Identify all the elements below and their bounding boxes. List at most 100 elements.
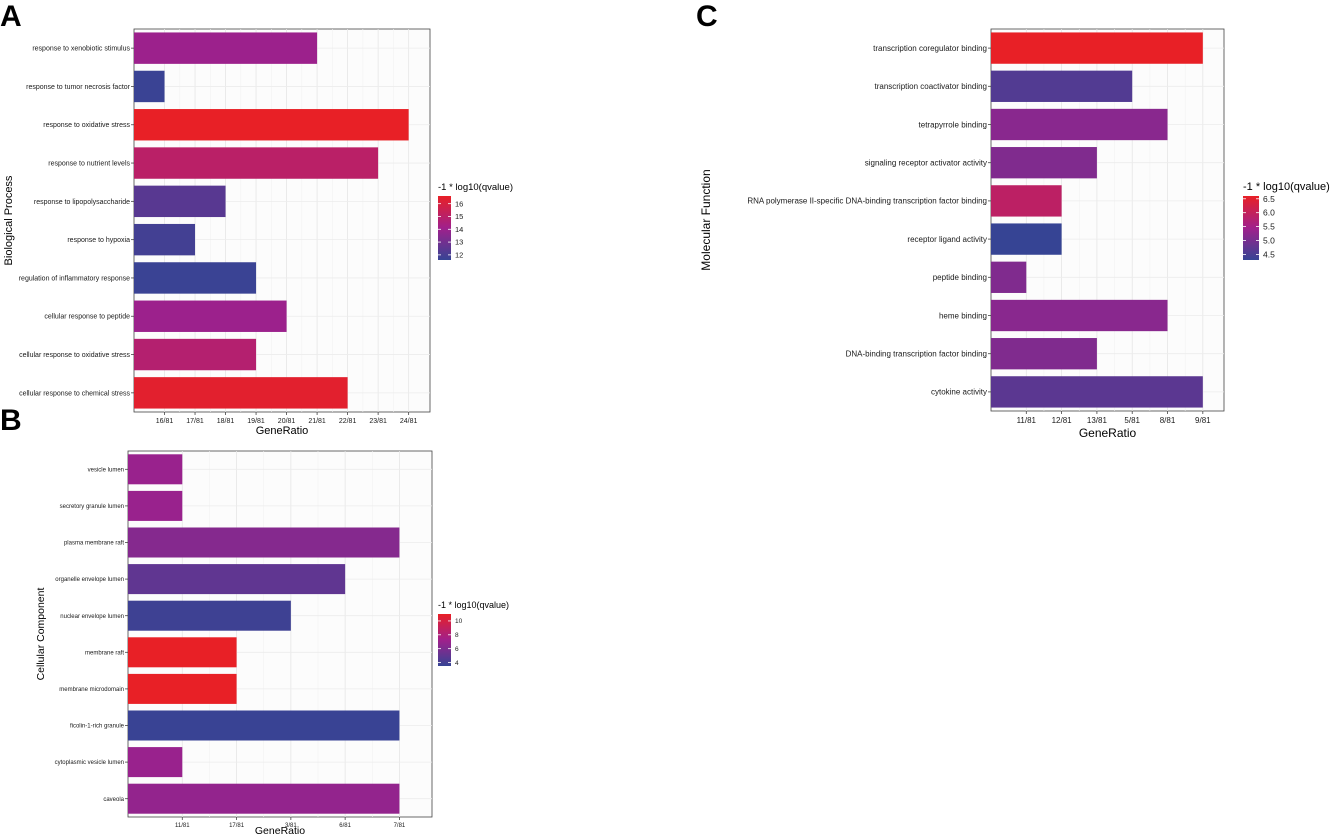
category-label: response to lipopolysaccharide <box>34 199 130 206</box>
legend-tick-label: 13 <box>455 238 463 247</box>
legend-tick-label: 15 <box>455 212 463 221</box>
bar <box>134 70 165 103</box>
legend-tick-label: 5.5 <box>1263 222 1275 232</box>
bar <box>991 376 1203 408</box>
category-label: cellular response to oxidative stress <box>19 352 130 359</box>
legend-tick-label: 4.5 <box>1263 249 1275 259</box>
bar <box>128 710 400 741</box>
bar <box>128 637 237 668</box>
x-axis-title: GeneRatio <box>256 425 309 437</box>
x-tick-label: 21/81 <box>308 418 326 425</box>
x-tick-label: 22/81 <box>339 418 357 425</box>
color-legend: -1 * log10(qvalue) 4.5 5.0 5.5 6.0 6.5 <box>1243 181 1330 260</box>
bar <box>128 527 400 558</box>
bar <box>128 673 237 704</box>
category-label: response to nutrient levels <box>48 161 130 168</box>
legend-tick-label: 6 <box>455 646 459 653</box>
category-label: caveola <box>103 797 124 803</box>
bar <box>128 783 400 814</box>
category-label: cellular response to chemical stress <box>19 390 130 397</box>
bar <box>134 109 409 141</box>
category-label: cytokine activity <box>931 388 987 397</box>
category-label: transcription coactivator binding <box>874 82 987 91</box>
x-tick-label: 9/81 <box>1195 416 1211 425</box>
y-axis-title: Biological Process <box>3 175 15 265</box>
bar <box>991 108 1168 141</box>
legend-tick-label: 6.0 <box>1263 208 1275 218</box>
color-legend: -1 * log10(qvalue) 12 13 14 15 16 <box>438 182 513 260</box>
bar <box>991 338 1097 370</box>
category-label: tetrapyrrole binding <box>919 120 987 129</box>
category-label: receptor ligand activity <box>907 235 987 244</box>
bar <box>128 490 183 521</box>
category-label: response to tumor necrosis factor <box>26 84 131 91</box>
bar <box>134 32 318 64</box>
x-axis-title: GeneRatio <box>1079 426 1137 440</box>
category-label: heme binding <box>939 311 987 320</box>
category-label: organelle envelope lumen <box>55 577 124 583</box>
category-label: plasma membrane raft <box>64 541 124 547</box>
bar <box>991 223 1062 255</box>
x-tick-label: 23/81 <box>369 418 387 425</box>
bar <box>134 223 196 256</box>
legend-colorbar <box>1243 196 1259 260</box>
category-label: cytoplasmic vesicle lumen <box>55 760 124 766</box>
category-label: transcription coregulator binding <box>873 44 987 53</box>
bar <box>134 262 257 294</box>
x-tick-label: 11/81 <box>1017 416 1037 425</box>
category-label: nuclear envelope lumen <box>60 614 124 620</box>
legend-tick-label: 6.5 <box>1263 194 1275 204</box>
category-label: regulation of inflammatory response <box>19 275 130 282</box>
x-tick-label: 11/81 <box>175 823 190 829</box>
legend-tick-label: 14 <box>455 225 463 234</box>
legend-tick-label: 4 <box>455 660 459 667</box>
legend-tick-label: 12 <box>455 251 463 260</box>
category-label: ficolin-1-rich granule <box>70 724 125 730</box>
category-label: DNA-binding transcription factor binding <box>846 350 987 359</box>
y-axis-title: Molecular Function <box>699 169 713 270</box>
x-tick-label: 12/81 <box>1052 416 1073 425</box>
x-tick-label: 7/81 <box>394 823 406 829</box>
category-label: RNA polymerase II-specific DNA-binding t… <box>747 197 987 206</box>
panel-letter: A <box>0 0 22 33</box>
legend-colorbar <box>438 614 451 666</box>
category-label: membrane raft <box>85 650 124 656</box>
legend-tick-label: 8 <box>455 632 459 639</box>
category-label: signaling receptor activator activity <box>865 159 987 168</box>
x-tick-label: 17/81 <box>186 418 204 425</box>
x-axis-title: GeneRatio <box>255 825 305 837</box>
legend-title: -1 * log10(qvalue) <box>1243 181 1330 193</box>
legend-colorbar <box>438 196 451 260</box>
category-label: response to oxidative stress <box>43 122 130 129</box>
legend-tick-label: 16 <box>455 199 463 208</box>
panel-letter: C <box>696 0 718 33</box>
category-label: peptide binding <box>933 273 987 282</box>
category-label: membrane microdomain <box>59 687 124 693</box>
bar <box>991 32 1203 64</box>
bar <box>128 747 183 778</box>
bar <box>128 454 183 485</box>
bar <box>991 70 1133 102</box>
x-tick-label: 19/81 <box>247 418 265 425</box>
category-label: response to hypoxia <box>67 237 130 244</box>
bar <box>134 300 287 332</box>
legend-tick-label: 5.0 <box>1263 235 1275 245</box>
category-label: response to xenobiotic stimulus <box>32 46 130 53</box>
x-tick-label: 20/81 <box>278 418 296 425</box>
bar <box>991 261 1027 293</box>
bar <box>991 147 1097 179</box>
bar <box>134 338 257 371</box>
x-tick-label: 24/81 <box>400 418 418 425</box>
x-tick-label: 5/81 <box>1124 416 1140 425</box>
bar <box>128 564 346 595</box>
bar <box>991 299 1168 332</box>
legend-tick-label: 10 <box>455 618 463 625</box>
x-tick-label: 16/81 <box>156 418 174 425</box>
x-tick-label: 3/81 <box>285 823 297 829</box>
color-legend: -1 * log10(qvalue) 4 6 8 10 <box>438 600 509 667</box>
legend-title: -1 * log10(qvalue) <box>438 600 509 610</box>
